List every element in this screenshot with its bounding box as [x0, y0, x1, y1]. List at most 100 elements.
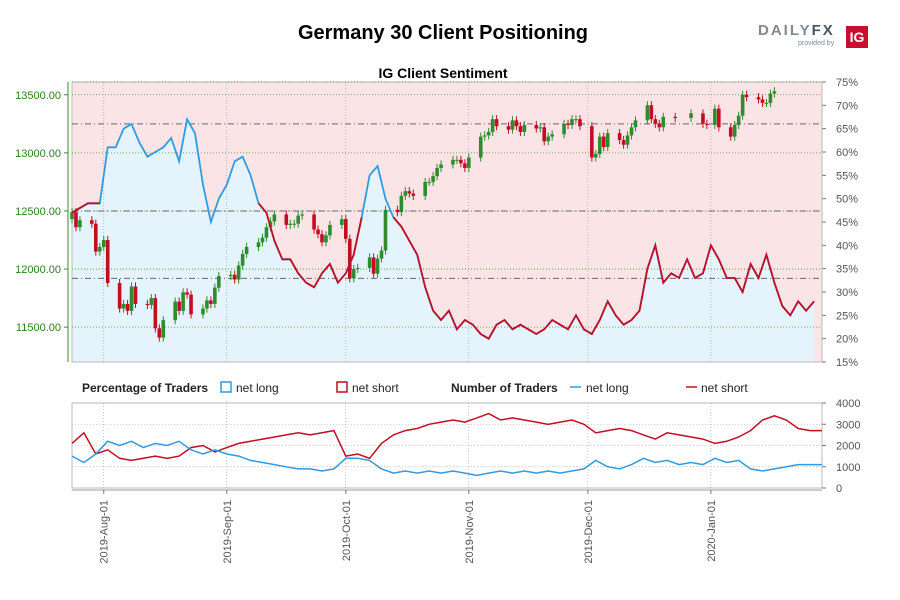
- candle-body: [320, 234, 324, 243]
- candle-body: [94, 223, 98, 252]
- price-candles: [70, 87, 777, 342]
- pct-tick-label: 60%: [836, 147, 858, 159]
- candle-body: [756, 97, 761, 100]
- candle-body: [506, 126, 511, 130]
- pct-tick-label: 50%: [836, 194, 858, 206]
- candle-body: [435, 167, 439, 177]
- candle-body: [451, 159, 455, 165]
- pct-tick-label: 40%: [836, 240, 858, 252]
- candle-body: [455, 159, 459, 161]
- candle-body: [383, 209, 388, 251]
- candle-body: [467, 157, 471, 168]
- candle-body: [78, 220, 82, 228]
- candle-body: [601, 136, 606, 148]
- candle-body: [594, 154, 598, 158]
- price-tick-label: 12000.00: [15, 264, 61, 276]
- count-axes: 4000 3000 2000 1000 0: [822, 398, 860, 495]
- candle-body: [209, 300, 213, 304]
- candle-body: [149, 298, 154, 306]
- candle-body: [713, 108, 717, 125]
- candle-body: [566, 123, 570, 125]
- candle-body: [403, 191, 408, 196]
- candle-body: [316, 229, 320, 235]
- pct-tick-label: 55%: [836, 170, 858, 182]
- panel-title: IG Client Sentiment: [378, 65, 508, 81]
- candle-body: [653, 119, 658, 124]
- candle-body: [355, 267, 360, 270]
- candle-body: [161, 320, 166, 338]
- candle-body: [736, 115, 741, 125]
- candle-body: [300, 214, 304, 216]
- candle-body: [534, 124, 539, 129]
- candle-body: [423, 181, 427, 196]
- pct-tick-label: 25%: [836, 310, 858, 322]
- candle-body: [407, 191, 412, 194]
- candle-body: [621, 140, 626, 145]
- candle-body: [705, 123, 709, 125]
- candle-body: [201, 308, 205, 315]
- price-tick-label: 11500.00: [16, 322, 61, 334]
- candle-body: [427, 181, 431, 183]
- candle-body: [292, 223, 297, 225]
- candle-body: [125, 303, 130, 311]
- candle-body: [157, 328, 162, 338]
- candle-body: [260, 237, 265, 243]
- count-tick-label: 2000: [836, 441, 860, 453]
- candle-body: [153, 298, 158, 329]
- candle-body: [395, 209, 400, 213]
- pct-tick-label: 75%: [836, 77, 858, 89]
- candle-body: [562, 123, 566, 135]
- candle-body: [629, 127, 634, 136]
- candle-body: [101, 240, 106, 247]
- candle-body: [764, 102, 769, 104]
- pct-tick-label: 30%: [836, 287, 858, 299]
- date-tick-label: 2019-Nov-01: [464, 500, 476, 564]
- candle-body: [284, 214, 289, 225]
- count-lines: [71, 412, 822, 477]
- date-tick-label: 2020-Jan-01: [706, 500, 718, 562]
- candle-body: [70, 212, 74, 220]
- pct-tick-label: 20%: [836, 334, 858, 346]
- price-tick-label: 13000.00: [15, 148, 61, 160]
- count-tick-label: 3000: [836, 419, 860, 431]
- candle-body: [185, 292, 189, 295]
- candle-body: [371, 257, 376, 274]
- candle-body: [459, 159, 463, 164]
- candle-body: [232, 274, 237, 280]
- candle-body: [732, 124, 737, 137]
- candle-body: [590, 126, 594, 158]
- candle-body: [105, 240, 110, 283]
- candle-body: [689, 113, 693, 119]
- count-tick-label: 1000: [836, 462, 860, 474]
- sentiment-background: [71, 81, 823, 363]
- candle-body: [129, 286, 134, 311]
- candle-body: [744, 94, 749, 98]
- candle-body: [728, 127, 733, 137]
- logo-provided-by: provided by: [798, 40, 835, 47]
- candle-body: [522, 124, 527, 132]
- candle-body: [486, 131, 491, 136]
- candle-body: [205, 300, 209, 309]
- candle-body: [772, 91, 777, 94]
- dailyfx-logo: DAILYFX provided by IG: [758, 22, 870, 50]
- candle-body: [312, 214, 316, 230]
- pct-tick-label: 65%: [836, 124, 858, 136]
- candle-body: [367, 257, 372, 268]
- legend-count-long-label: net long: [586, 381, 629, 395]
- candle-body: [117, 282, 122, 309]
- candle-body: [217, 276, 221, 288]
- pct-tick-label: 45%: [836, 217, 858, 229]
- candle-body: [546, 136, 550, 142]
- candle-body: [328, 224, 332, 236]
- legend: Percentage of Traders net long net short…: [82, 381, 748, 395]
- candle-body: [431, 176, 435, 182]
- chart-title: Germany 30 Client Positioning: [297, 22, 589, 44]
- candle-body: [244, 246, 249, 254]
- candle-body: [478, 136, 483, 158]
- candle-body: [256, 242, 261, 247]
- candle-body: [605, 133, 610, 148]
- legend-count-short-label: net short: [701, 381, 748, 395]
- candle-body: [133, 286, 138, 304]
- candle-body: [649, 105, 654, 120]
- candle-body: [574, 119, 578, 121]
